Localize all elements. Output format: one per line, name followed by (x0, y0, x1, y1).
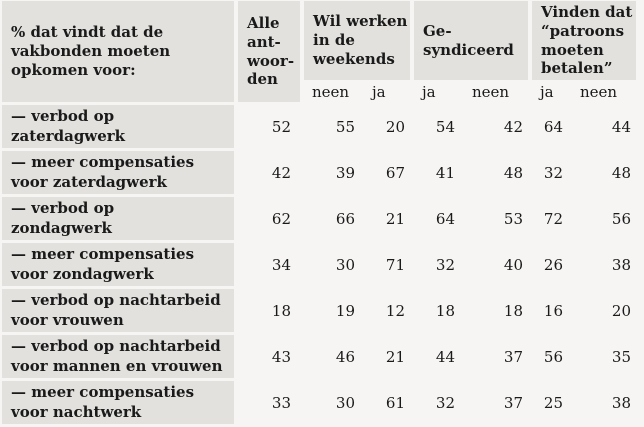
value-cell: 61 (385, 393, 405, 412)
value-cell: 42 (271, 163, 291, 182)
value-cell: 40 (503, 255, 523, 274)
row-label: — meer compensaties voor zaterdagwerk (2, 151, 234, 194)
row-label: — verbod op nachtarbeid voor vrouwen (2, 289, 234, 332)
value-cell: 44 (435, 347, 455, 366)
row-label: — meer compensaties voor nachtwerk (2, 381, 234, 424)
value-cell: 64 (435, 209, 455, 228)
value-cell: 32 (543, 163, 563, 182)
row-label: — verbod op zaterdagwerk (2, 105, 234, 148)
row-label: — verbod op nachtarbeid voor mannen en v… (2, 335, 234, 378)
value-cell: 30 (335, 255, 355, 274)
value-cell: 33 (271, 393, 291, 412)
sub-header-gesyndiceerd-neen: neen (472, 83, 510, 101)
col-header-gesyndiceerd: Ge- syndiceerd (414, 1, 528, 80)
value-cell: 64 (543, 117, 563, 136)
value-cell: 53 (503, 209, 523, 228)
value-cell: 37 (503, 347, 523, 366)
value-cell: 71 (385, 255, 405, 274)
value-cell: 66 (335, 209, 355, 228)
value-cell: 26 (543, 255, 563, 274)
table-row: — verbod op zondagwerk 62 66 21 64 53 72… (2, 197, 636, 240)
row-label: — meer compensaties voor zondagwerk (2, 243, 234, 286)
value-cell: 18 (503, 301, 523, 320)
value-cell: 55 (335, 117, 355, 136)
value-cell: 20 (385, 117, 405, 136)
value-cell: 19 (335, 301, 355, 320)
value-cell: 21 (385, 209, 405, 228)
value-cell: 56 (543, 347, 563, 366)
col-header-alle-antwoorden: Alle ant- woor- den (238, 1, 300, 102)
value-cell: 16 (543, 301, 563, 320)
value-cell: 21 (385, 347, 405, 366)
value-cell: 56 (611, 209, 631, 228)
value-cell: 72 (543, 209, 563, 228)
value-cell: 20 (611, 301, 631, 320)
value-cell: 18 (435, 301, 455, 320)
table-row: — verbod op nachtarbeid voor mannen en v… (2, 335, 636, 378)
sub-header-gesyndiceerd-ja: ja (422, 83, 436, 101)
value-cell: 43 (271, 347, 291, 366)
value-cell: 67 (385, 163, 405, 182)
value-cell: 32 (435, 255, 455, 274)
col-header-wil-werken-weekends: Wil werken in de weekends (304, 1, 410, 80)
value-cell: 38 (611, 255, 631, 274)
value-cell: 46 (335, 347, 355, 366)
value-cell: 32 (435, 393, 455, 412)
table-row: — meer compensaties voor nachtwerk 33 30… (2, 381, 636, 424)
value-cell: 18 (271, 301, 291, 320)
row-label: — verbod op zondagwerk (2, 197, 234, 240)
value-cell: 37 (503, 393, 523, 412)
table-row: — meer compensaties voor zondagwerk 34 3… (2, 243, 636, 286)
value-cell: 35 (611, 347, 631, 366)
value-cell: 44 (611, 117, 631, 136)
sub-header-row: neen ja ja neen ja neen (2, 83, 636, 102)
value-cell: 41 (435, 163, 455, 182)
value-cell: 30 (335, 393, 355, 412)
value-cell: 52 (271, 117, 291, 136)
value-cell: 48 (611, 163, 631, 182)
value-cell: 34 (271, 255, 291, 274)
value-cell: 48 (503, 163, 523, 182)
value-cell: 42 (503, 117, 523, 136)
col-header-vinden-patroons-betalen: Vinden dat “patroons moeten betalen” (532, 1, 636, 80)
sub-header-wil-ja: ja (372, 83, 386, 101)
value-cell: 62 (271, 209, 291, 228)
sub-header-vinden-neen: neen (580, 83, 618, 101)
sub-header-vinden-ja: ja (540, 83, 554, 101)
value-cell: 39 (335, 163, 355, 182)
value-cell: 54 (435, 117, 455, 136)
table-row: — verbod op zaterdagwerk 52 55 20 54 42 … (2, 105, 636, 148)
corner-header: % dat vindt dat de vakbonden moeten opko… (2, 1, 234, 102)
value-cell: 12 (385, 301, 405, 320)
value-cell: 25 (543, 393, 563, 412)
value-cell: 38 (611, 393, 631, 412)
header-group-row: % dat vindt dat de vakbonden moeten opko… (2, 1, 636, 102)
sub-header-wil-neen: neen (312, 83, 350, 101)
table-row: — meer compensaties voor zaterdagwerk 42… (2, 151, 636, 194)
table-row: — verbod op nachtarbeid voor vrouwen 18 … (2, 289, 636, 332)
